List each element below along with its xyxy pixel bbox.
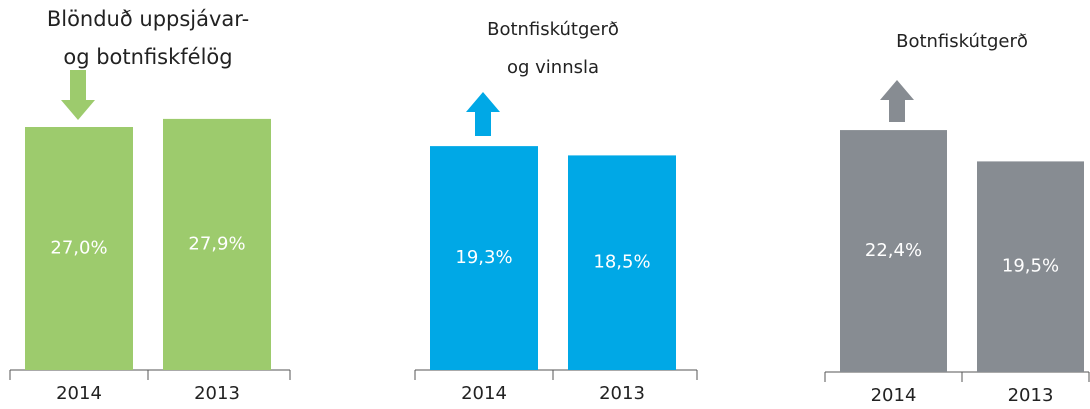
value-label: 27,0% (50, 238, 107, 259)
x-tick-label: 2014 (56, 383, 102, 404)
chart-title: og botnfiskfélög (63, 45, 232, 69)
value-label: 18,5% (593, 252, 650, 273)
chart-title: Botnfiskútgerð (487, 19, 619, 40)
value-label: 27,9% (188, 233, 245, 254)
arrow-icon (466, 92, 500, 136)
chart-title: og vinnsla (507, 57, 599, 78)
x-tick-label: 2014 (461, 383, 507, 404)
bar (977, 161, 1084, 372)
value-label: 22,4% (865, 240, 922, 261)
x-tick-label: 2013 (194, 383, 240, 404)
value-label: 19,3% (455, 247, 512, 268)
chart-title: Botnfiskútgerð (896, 31, 1028, 52)
arrow-icon (61, 70, 95, 120)
bar (840, 130, 947, 372)
bar (25, 127, 133, 370)
bar (568, 155, 676, 370)
arrow-icon (880, 80, 914, 122)
bar (163, 118, 271, 371)
chart-title: Blönduð uppsjávar- (47, 7, 249, 31)
x-tick-label: 2013 (1008, 385, 1054, 406)
x-tick-label: 2013 (599, 383, 645, 404)
bar (430, 146, 538, 370)
x-tick-label: 2014 (871, 385, 917, 406)
value-label: 19,5% (1002, 256, 1059, 277)
